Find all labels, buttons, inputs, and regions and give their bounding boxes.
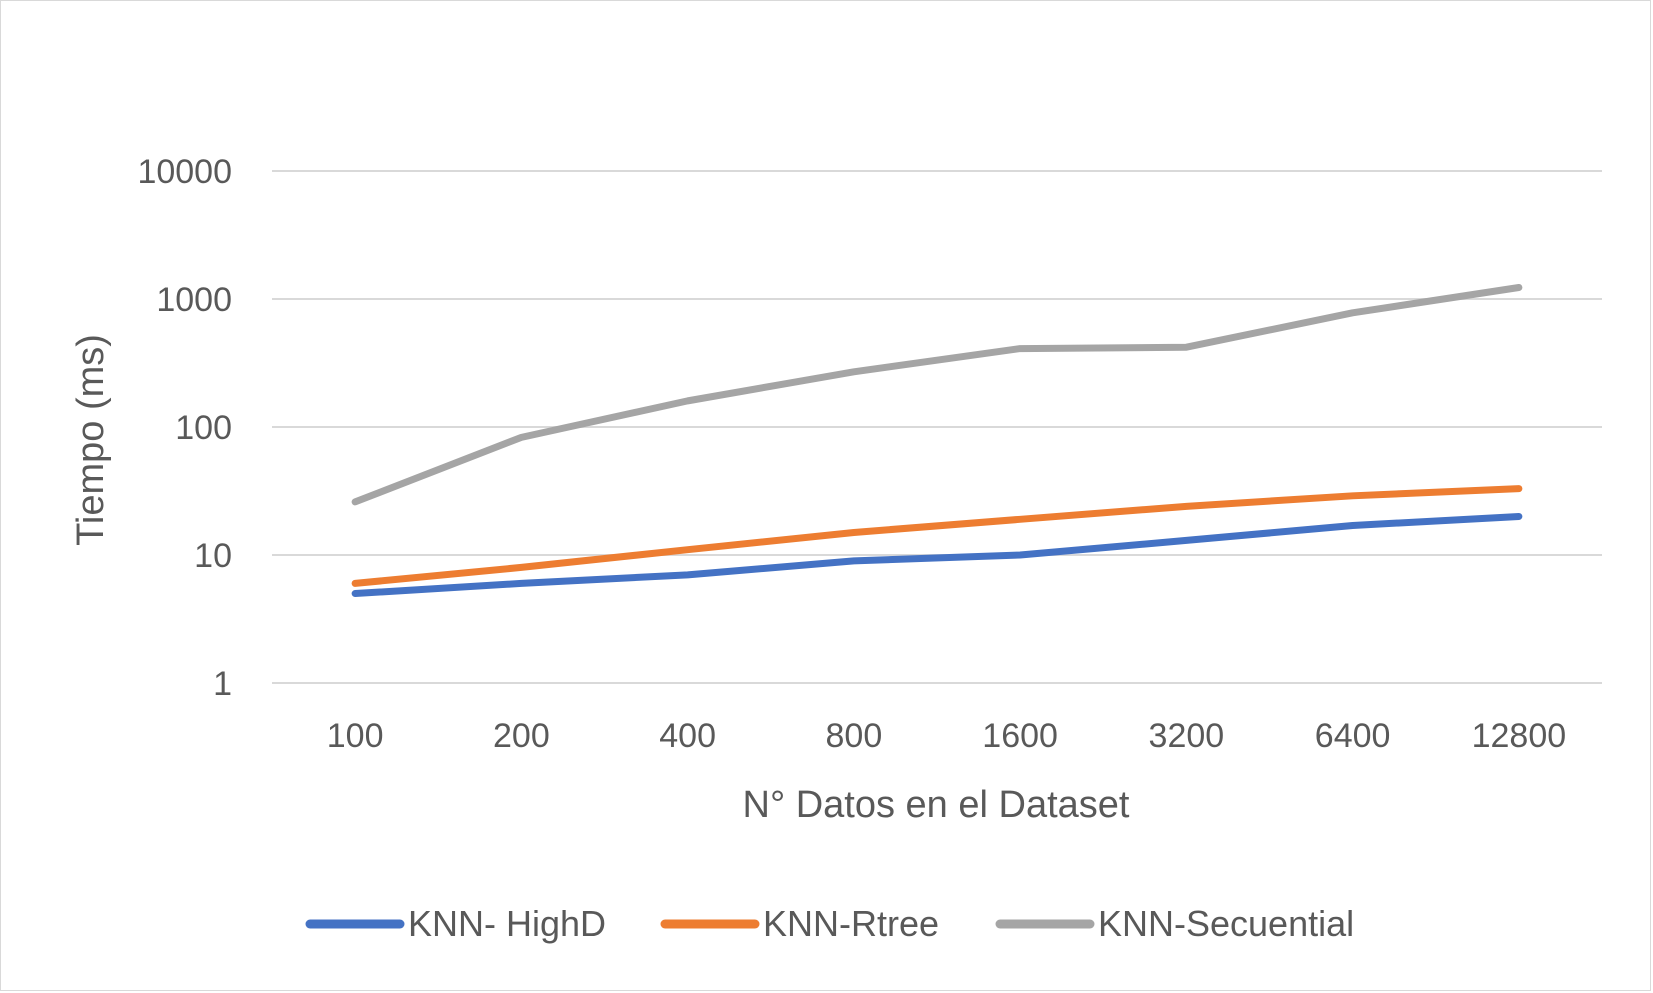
legend-label: KNN- HighD (408, 903, 606, 944)
x-tick-label: 12800 (1472, 717, 1567, 755)
y-tick-label: 10000 (137, 153, 232, 191)
y-tick-label: 100 (175, 409, 232, 447)
y-tick-label: 1 (213, 665, 232, 703)
y-tick-label: 1000 (156, 281, 232, 319)
x-tick-label: 6400 (1315, 717, 1391, 755)
x-tick-label: 200 (493, 717, 550, 755)
x-tick-label: 1600 (982, 717, 1058, 755)
x-tick-label: 100 (327, 717, 384, 755)
x-axis-title: N° Datos en el Dataset (743, 784, 1130, 826)
y-tick-labels: 1 10 100 1000 10000 (137, 153, 232, 703)
series-line-1 (351, 485, 1523, 587)
gridlines (272, 170, 1602, 684)
series-lines (351, 283, 1523, 598)
series-line-2 (351, 283, 1523, 506)
x-tick-label: 3200 (1149, 717, 1225, 755)
series-line-0 (351, 512, 1523, 598)
y-axis-title: Tiempo (ms) (70, 334, 112, 546)
x-tick-label: 800 (826, 717, 883, 755)
x-tick-labels: 100 200 400 800 1600 3200 6400 12800 (327, 717, 1566, 755)
legend-label: KNN-Rtree (763, 903, 939, 944)
x-tick-label: 400 (659, 717, 716, 755)
legend-label: KNN-Secuential (1098, 903, 1354, 944)
y-tick-label: 10 (194, 537, 232, 575)
legend: KNN- HighD KNN-Rtree KNN-Secuential (305, 903, 1354, 944)
